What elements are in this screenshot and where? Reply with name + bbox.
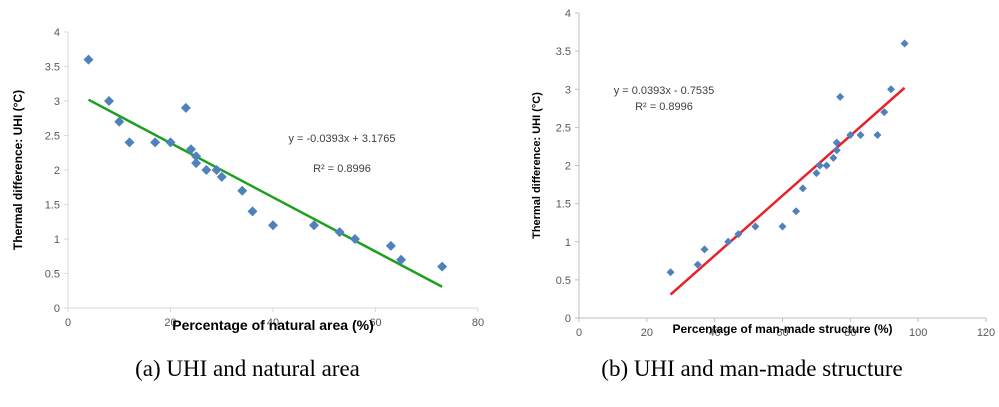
data-point: [180, 102, 191, 113]
data-point: [887, 85, 896, 94]
x-tick-label: 80: [844, 327, 856, 339]
chart-panel-b: 0 0.5 1 1.5 2 2.5 3 3.5 4 0 20 40 60 80 100 120 y = 0.03…: [505, 0, 999, 407]
data-point: [778, 222, 787, 231]
data-point: [396, 254, 407, 265]
data-point: [836, 92, 845, 101]
trendline: [87, 98, 443, 288]
trendline: [669, 86, 906, 296]
caption-b: (b) UHI and man-made structure: [601, 356, 903, 381]
y-axis-title: Thermal difference: UHI (°C): [11, 90, 25, 250]
data-point: [734, 230, 743, 239]
y-tick-label: 0: [565, 313, 571, 325]
x-tick-label: 0: [576, 327, 582, 339]
data-point: [309, 220, 319, 231]
x-axis-title: Percentage of natural area (%): [172, 317, 374, 333]
y-tick-label: 2.5: [556, 122, 571, 134]
data-point: [900, 39, 909, 48]
trendline-equation: y = -0.0393x + 3.1765: [288, 133, 395, 145]
data-point: [666, 268, 675, 277]
data-point: [815, 161, 824, 170]
chart-panel-a: 0 0.5 1 1.5 2 2.5 3 3.5 4 0 20 40 60 80 y = -0.0393x +…: [0, 0, 495, 407]
x-tick-label: 40: [267, 317, 279, 329]
data-point: [822, 161, 831, 170]
x-tick-label: 60: [776, 327, 788, 339]
y-tick-label: 1: [54, 234, 60, 246]
data-point: [846, 131, 855, 139]
y-tick-label: 4: [565, 8, 571, 20]
y-tick-label: 2: [54, 165, 60, 177]
data-point: [751, 222, 760, 231]
r-squared-label: R² = 0.8996: [313, 163, 371, 175]
data-point: [798, 184, 807, 193]
data-point: [186, 144, 196, 155]
data-point: [693, 260, 702, 269]
data-point: [237, 185, 248, 196]
data-point: [124, 137, 135, 148]
x-tick-label: 0: [65, 317, 71, 329]
y-tick-label: 2.5: [45, 131, 60, 143]
y-tick-label: 0.5: [45, 269, 60, 281]
data-point: [216, 171, 227, 182]
data-point: [201, 165, 212, 175]
y-tick-label: 3.5: [556, 46, 571, 58]
data-point: [191, 151, 202, 162]
data-point: [211, 165, 222, 175]
data-point: [350, 234, 360, 244]
y-tick-label: 0: [54, 303, 60, 315]
x-tick-label: 80: [472, 317, 484, 329]
x-tick-label: 20: [641, 327, 653, 339]
x-tick-label: 20: [164, 317, 176, 329]
y-axis-title: Thermal difference: UHI (°C): [531, 92, 543, 239]
data-point: [104, 96, 114, 106]
x-tick-label: 120: [977, 327, 995, 339]
data-point: [334, 227, 345, 238]
data-point: [812, 169, 821, 178]
data-point: [247, 206, 258, 217]
data-point: [268, 220, 278, 231]
y-tick-label: 1: [565, 237, 571, 249]
data-point: [114, 116, 125, 127]
data-point: [829, 153, 838, 162]
scatter-chart-a: 00.511.522.533.540 20 40 60 80y = -0.0393x +…: [11, 27, 484, 333]
data-point: [792, 207, 801, 216]
data-point: [724, 237, 733, 246]
data-point: [165, 137, 176, 148]
y-tick-label: 3: [565, 84, 571, 96]
data-point: [437, 261, 448, 272]
data-point: [700, 245, 709, 254]
data-point: [873, 131, 882, 139]
data-point: [880, 108, 889, 117]
data-point: [832, 146, 841, 155]
y-tick-label: 4: [54, 27, 60, 39]
x-tick-label: 60: [369, 317, 381, 329]
x-axis-title: Percentage of man-made structure (%): [672, 322, 892, 336]
caption-a: (a) UHI and natural area: [135, 356, 360, 381]
r-squared-label: R² = 0.8996: [635, 101, 693, 113]
y-tick-label: 1.5: [45, 200, 60, 212]
data-point: [385, 240, 396, 251]
x-tick-label: 40: [709, 327, 721, 339]
trendline-equation: y = 0.0393x - 0.7535: [614, 85, 715, 97]
y-tick-label: 0.5: [556, 275, 571, 287]
data-point: [83, 54, 94, 65]
x-tick-label: 100: [909, 327, 927, 339]
y-tick-label: 2: [565, 161, 571, 173]
data-point: [856, 131, 865, 139]
y-tick-label: 3.5: [45, 62, 60, 74]
data-point: [832, 138, 841, 147]
data-point: [150, 137, 161, 148]
data-point: [191, 158, 202, 169]
y-tick-label: 3: [54, 96, 60, 108]
y-tick-label: 1.5: [556, 199, 571, 211]
